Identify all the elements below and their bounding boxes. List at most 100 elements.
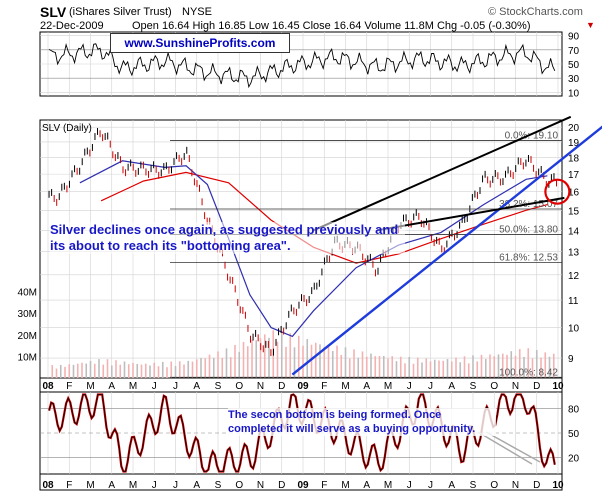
x-tick-label: 09 [297, 381, 309, 392]
x-tick-label: O [235, 381, 243, 392]
volume-bar [412, 363, 415, 378]
rsi-tick-label: 30 [568, 74, 580, 85]
volume-bar [157, 366, 160, 378]
oscillator-annotation: The secon bottom is being formed. Once c… [228, 408, 496, 436]
price-tick-label: 14 [568, 226, 580, 237]
volume-bar [149, 365, 151, 378]
volume-bar [102, 364, 105, 378]
x-tick-label: N [257, 381, 264, 392]
volume-bar [238, 351, 241, 378]
rsi-tick-label: 50 [568, 60, 580, 71]
x-axis-strip-bottom [39, 473, 563, 491]
volume-bar [514, 355, 517, 378]
volume-bar [89, 360, 92, 378]
x-tick-label: A [108, 480, 115, 491]
volume-bar [166, 367, 168, 378]
volume-bar [195, 359, 198, 378]
trendline [377, 196, 565, 232]
price-tick-label: 10 [568, 324, 580, 335]
volume-bar [110, 365, 113, 378]
volume-bar [314, 342, 317, 378]
x-tick-label: N [512, 480, 519, 491]
volume-tick-label: 30M [18, 309, 37, 320]
x-tick-label: O [490, 480, 498, 491]
volume-bar [421, 362, 423, 378]
volume-bar [527, 348, 530, 378]
volume-bar [429, 361, 432, 378]
x-tick-label: 10 [552, 381, 564, 392]
volume-bar [552, 353, 555, 378]
x-tick-label: D [278, 480, 285, 491]
x-tick-label: M [86, 381, 94, 392]
volume-bar [200, 358, 202, 378]
volume-bar [433, 359, 436, 378]
volume-bar [535, 350, 538, 378]
volume-bar [531, 358, 534, 378]
volume-bar [438, 360, 440, 378]
x-tick-label: M [129, 381, 137, 392]
volume-bar [493, 356, 496, 378]
x-tick-label: J [173, 381, 178, 392]
x-tick-label: S [215, 480, 222, 491]
header-symbol: SLV [40, 4, 67, 20]
x-tick-label: S [470, 480, 477, 491]
volume-bar [353, 349, 355, 378]
volume-bar [178, 361, 181, 378]
header-exchange: NYSE [182, 6, 212, 18]
x-tick-label: M [341, 480, 349, 491]
x-tick-label: A [193, 381, 200, 392]
volume-bar [357, 357, 360, 378]
x-tick-label: A [448, 381, 455, 392]
volume-bar [268, 337, 270, 378]
x-tick-label: J [152, 381, 157, 392]
highlight-circle [544, 178, 571, 205]
x-tick-label: J [428, 381, 433, 392]
fibonacci-level-label: 0.0%: 19.10 [505, 130, 559, 141]
x-tick-label: M [129, 480, 137, 491]
volume-bar [344, 347, 347, 378]
website-link[interactable]: www.SunshineProfits.com [110, 33, 290, 53]
volume-bars [51, 330, 555, 378]
x-tick-label: A [363, 480, 370, 491]
volume-bar [399, 356, 402, 378]
x-axis-strip [39, 377, 563, 393]
x-tick-label: M [86, 480, 94, 491]
volume-bar [455, 357, 457, 378]
volume-bar [365, 356, 368, 378]
x-tick-label: J [428, 480, 433, 491]
volume-bar [81, 362, 83, 378]
x-tick-label: N [257, 480, 264, 491]
x-tick-label: S [215, 381, 222, 392]
volume-bar [395, 361, 398, 378]
rsi-line [48, 42, 556, 89]
volume-bar [391, 356, 394, 378]
volume-bar [127, 364, 130, 378]
x-tick-label: F [66, 480, 72, 491]
price-tick-label: 19 [568, 138, 580, 149]
volume-bar [132, 362, 134, 378]
volume-bar [259, 338, 262, 378]
header-date: 22-Dec-2009 [40, 20, 104, 32]
x-tick-label: 08 [42, 381, 54, 392]
volume-bar [459, 362, 462, 378]
volume-bar [446, 359, 449, 378]
volume-bar [161, 361, 164, 378]
volume-bar [327, 344, 330, 378]
volume-bar [68, 364, 71, 378]
x-tick-label: M [384, 480, 392, 491]
x-tick-label: A [108, 381, 115, 392]
x-tick-label: J [407, 480, 412, 491]
volume-bar [467, 363, 470, 378]
rsi-tick-label: 70 [568, 46, 580, 57]
volume-bar [472, 355, 474, 378]
volume-bar [115, 360, 117, 378]
volume-bar [212, 357, 215, 378]
volume-bar [518, 349, 521, 378]
price-annotation: Silver declines once again, as suggested… [50, 222, 405, 254]
volume-bar [319, 344, 321, 378]
volume-bar [442, 360, 445, 378]
x-tick-label: 09 [297, 480, 309, 491]
volume-bar [85, 363, 88, 378]
trendline [313, 115, 572, 232]
volume-bar [523, 356, 525, 378]
